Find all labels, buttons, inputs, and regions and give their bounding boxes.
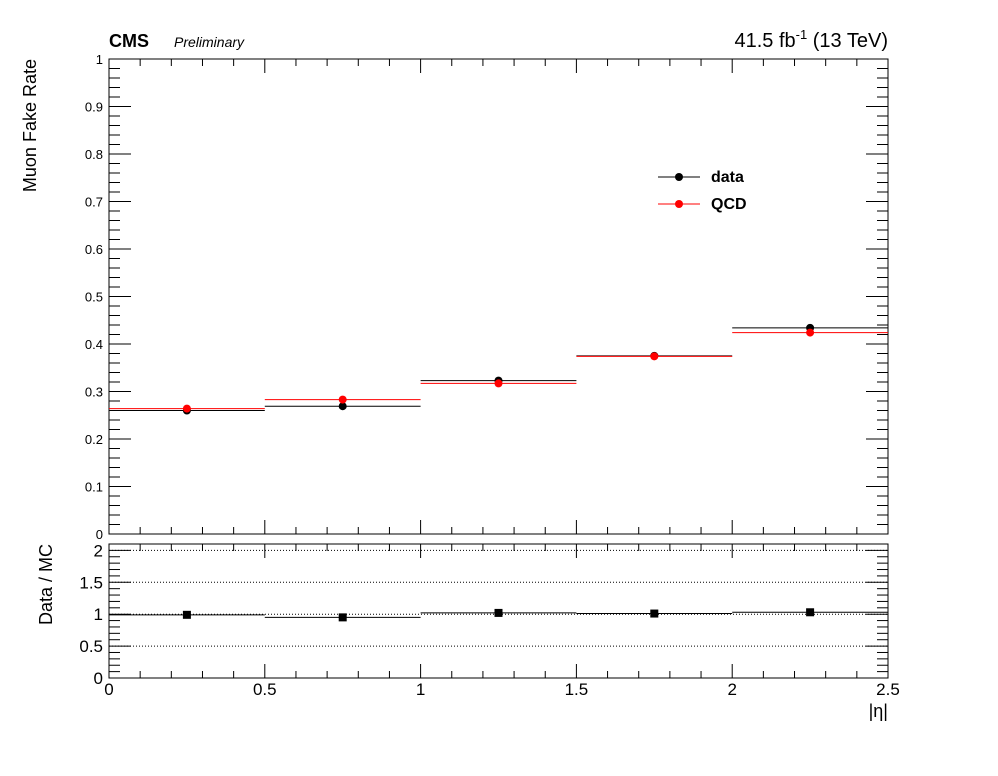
status-label: Preliminary (174, 34, 245, 50)
ratio-point (494, 608, 503, 617)
x-tick-label: 0 (104, 680, 113, 699)
ratio-y-tick-label: 0.5 (79, 637, 103, 656)
qcd-point (182, 404, 191, 413)
ratio-y-tick-label: 1 (94, 605, 103, 624)
data-point (338, 402, 347, 411)
main-y-tick-label: 0.8 (85, 147, 103, 162)
main-y-tick-label: 1 (96, 52, 103, 67)
x-tick-label: 1.5 (565, 680, 589, 699)
main-y-tick-label: 0.4 (85, 337, 103, 352)
x-tick-label: 2.5 (876, 680, 900, 699)
main-y-tick-label: 0.7 (85, 195, 103, 210)
lumi-label: 41.5 fb-1 (13 TeV) (734, 27, 888, 52)
qcd-point (494, 379, 503, 388)
main-y-tick-label: 0.2 (85, 432, 103, 447)
main-y-tick-label: 0.9 (85, 100, 103, 115)
x-tick-label: 0.5 (253, 680, 277, 699)
main-y-tick-label: 0.6 (85, 242, 103, 257)
lumi-energy: (13 TeV) (807, 30, 888, 52)
main-plot-frame (108, 58, 889, 535)
main-y-axis-title: Muon Fake Rate (20, 59, 40, 192)
x-axis-title: |η| (869, 701, 888, 721)
x-tick-label: 2 (727, 680, 736, 699)
legend-entry-qcd: QCD (658, 196, 747, 213)
ratio-point (338, 613, 347, 622)
experiment-label: CMS (109, 31, 149, 51)
legend-label-data: data (711, 169, 744, 186)
ratio-point (650, 609, 659, 618)
legend: data QCD (658, 169, 747, 213)
qcd-point (806, 328, 815, 337)
main-y-tick-label: 0 (96, 527, 103, 542)
ratio-point (806, 608, 815, 617)
x-tick-label: 1 (416, 680, 425, 699)
main-y-tick-label: 0.1 (85, 480, 103, 495)
legend-label-qcd: QCD (711, 196, 747, 213)
legend-entry-data: data (658, 169, 744, 186)
lumi-value: 41.5 fb (734, 30, 795, 52)
qcd-point (338, 395, 347, 404)
ratio-plot-frame (108, 543, 889, 679)
ratio-point (182, 610, 191, 619)
main-y-tick-label: 0.5 (85, 290, 103, 305)
qcd-point (650, 352, 659, 361)
ratio-y-tick-label: 1.5 (79, 573, 103, 592)
ratio-y-axis-title: Data / MC (36, 544, 56, 625)
lumi-exponent: -1 (796, 27, 808, 42)
ratio-y-tick-label: 0 (94, 669, 103, 688)
ratio-y-tick-label: 2 (94, 541, 103, 560)
main-y-tick-label: 0.3 (85, 385, 103, 400)
